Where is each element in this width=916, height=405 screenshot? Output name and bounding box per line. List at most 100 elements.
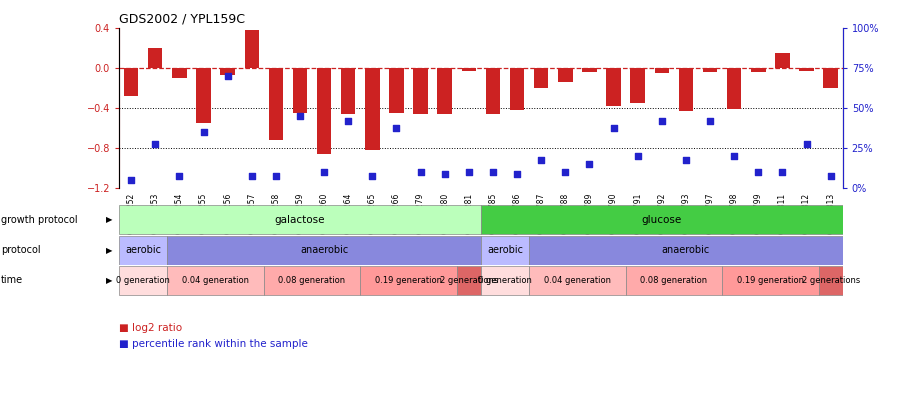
Bar xyxy=(317,68,332,154)
Bar xyxy=(245,30,259,68)
Point xyxy=(124,177,138,183)
Text: 0.04 generation: 0.04 generation xyxy=(544,276,611,285)
Point xyxy=(365,172,379,179)
Text: time: time xyxy=(1,275,23,286)
Bar xyxy=(679,68,693,111)
Point xyxy=(317,169,332,176)
Text: aerobic: aerobic xyxy=(125,245,161,255)
Point xyxy=(703,118,717,124)
Text: GDS2002 / YPL159C: GDS2002 / YPL159C xyxy=(119,13,245,26)
Point xyxy=(172,172,187,179)
Bar xyxy=(221,68,234,75)
FancyBboxPatch shape xyxy=(626,266,722,295)
Bar xyxy=(438,68,452,114)
Text: protocol: protocol xyxy=(1,245,40,255)
Text: galactose: galactose xyxy=(275,215,325,225)
Point xyxy=(799,140,813,147)
Bar xyxy=(365,68,379,150)
Bar xyxy=(172,68,187,78)
Point xyxy=(389,124,404,131)
Text: 2 generations: 2 generations xyxy=(802,276,860,285)
Point xyxy=(654,118,669,124)
Bar xyxy=(196,68,211,124)
Bar xyxy=(558,68,572,82)
Bar xyxy=(751,68,766,72)
FancyBboxPatch shape xyxy=(722,266,819,295)
Bar xyxy=(148,48,162,68)
Text: growth protocol: growth protocol xyxy=(1,215,78,225)
Point xyxy=(220,73,234,79)
FancyBboxPatch shape xyxy=(457,266,481,295)
Bar xyxy=(124,68,138,96)
Text: 0.19 generation: 0.19 generation xyxy=(736,276,804,285)
Point xyxy=(462,169,476,176)
Text: 0.08 generation: 0.08 generation xyxy=(278,276,345,285)
Point xyxy=(245,172,259,179)
Point xyxy=(775,169,790,176)
Bar xyxy=(510,68,524,110)
Bar xyxy=(703,68,717,72)
Bar xyxy=(727,68,741,109)
Point xyxy=(147,140,163,147)
Point xyxy=(726,153,741,160)
Point xyxy=(606,124,621,131)
Bar xyxy=(606,68,621,107)
Point xyxy=(196,129,211,136)
FancyBboxPatch shape xyxy=(360,266,457,295)
Bar xyxy=(268,68,283,140)
FancyBboxPatch shape xyxy=(119,205,481,234)
Text: ■ log2 ratio: ■ log2 ratio xyxy=(119,323,182,333)
Text: 0 generation: 0 generation xyxy=(116,276,170,285)
Point xyxy=(751,169,766,176)
Point xyxy=(293,113,308,119)
Point xyxy=(534,156,549,163)
Text: aerobic: aerobic xyxy=(487,245,523,255)
FancyBboxPatch shape xyxy=(529,266,626,295)
Point xyxy=(558,169,572,176)
FancyBboxPatch shape xyxy=(264,266,360,295)
Point xyxy=(582,161,596,168)
Text: 0 generation: 0 generation xyxy=(478,276,532,285)
FancyBboxPatch shape xyxy=(819,266,843,295)
FancyBboxPatch shape xyxy=(481,205,843,234)
Text: 0.08 generation: 0.08 generation xyxy=(640,276,707,285)
Text: ▶: ▶ xyxy=(106,215,113,224)
Bar xyxy=(655,68,669,73)
Bar xyxy=(630,68,645,103)
Bar xyxy=(534,68,549,88)
Bar xyxy=(775,53,790,68)
Point xyxy=(823,172,838,179)
Text: anaerobic: anaerobic xyxy=(661,245,710,255)
Text: ■ percentile rank within the sample: ■ percentile rank within the sample xyxy=(119,339,308,349)
Bar xyxy=(823,68,838,88)
Point xyxy=(413,169,428,176)
Point xyxy=(485,169,500,176)
Bar xyxy=(800,68,813,71)
FancyBboxPatch shape xyxy=(119,236,168,265)
Text: 2 generations: 2 generations xyxy=(440,276,498,285)
FancyBboxPatch shape xyxy=(168,266,264,295)
Text: glucose: glucose xyxy=(642,215,682,225)
FancyBboxPatch shape xyxy=(119,266,168,295)
Point xyxy=(509,171,524,177)
Bar xyxy=(293,68,307,113)
Text: ▶: ▶ xyxy=(106,276,113,285)
FancyBboxPatch shape xyxy=(481,266,529,295)
Point xyxy=(679,156,693,163)
Text: 0.19 generation: 0.19 generation xyxy=(375,276,442,285)
Point xyxy=(630,153,645,160)
FancyBboxPatch shape xyxy=(168,236,481,265)
Bar xyxy=(413,68,428,114)
FancyBboxPatch shape xyxy=(529,236,843,265)
Bar xyxy=(341,68,355,114)
Bar xyxy=(485,68,500,114)
Bar xyxy=(462,68,476,71)
Text: anaerobic: anaerobic xyxy=(300,245,348,255)
Text: ▶: ▶ xyxy=(106,245,113,255)
Point xyxy=(341,118,355,124)
Bar xyxy=(389,68,404,113)
FancyBboxPatch shape xyxy=(481,236,529,265)
Point xyxy=(268,172,283,179)
Text: 0.04 generation: 0.04 generation xyxy=(182,276,249,285)
Bar xyxy=(583,68,596,72)
